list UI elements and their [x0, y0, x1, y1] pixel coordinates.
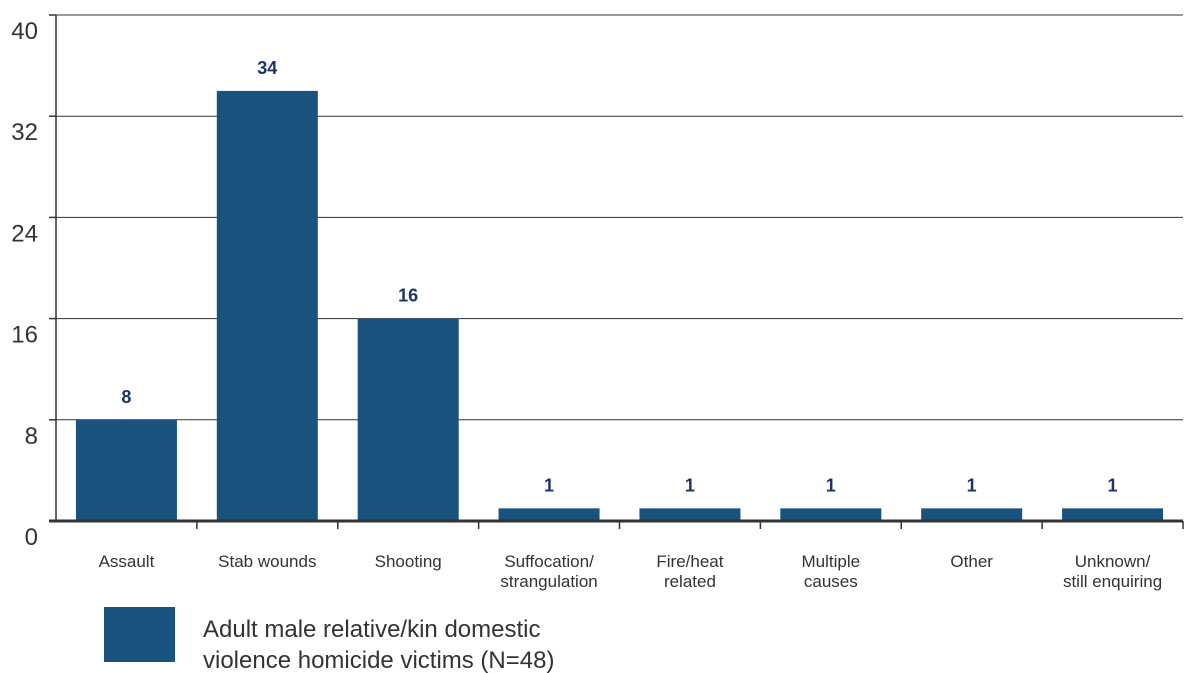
- data-label: 34: [257, 58, 277, 78]
- legend-label-line-2: violence homicide victims (N=48): [203, 647, 554, 673]
- data-labels: 8 34 16 1 1 1 1 1: [121, 58, 1117, 495]
- y-tick-label: 24: [11, 220, 38, 247]
- legend: Adult male relative/kin domestic violenc…: [104, 607, 554, 673]
- data-label: 16: [398, 286, 418, 306]
- x-tick-label: Fire/heat related: [656, 552, 723, 591]
- data-label: 1: [1108, 475, 1118, 495]
- x-tick-label: Other: [950, 552, 993, 571]
- legend-swatch: [104, 607, 175, 662]
- y-tick-label: 40: [11, 18, 38, 45]
- data-label: 1: [544, 475, 554, 495]
- x-tick-label: Stab wounds: [218, 552, 316, 571]
- y-tick-label: 8: [25, 423, 38, 450]
- legend-label: Adult male relative/kin domestic violenc…: [203, 616, 554, 673]
- data-label: 1: [826, 475, 836, 495]
- x-tick-label: Shooting: [375, 552, 442, 571]
- y-tick-label: 0: [25, 524, 38, 551]
- bar: [216, 90, 318, 522]
- bar: [780, 508, 882, 521]
- y-axis-tick-labels: 0 8 16 24 32 40: [11, 18, 38, 551]
- bar: [75, 419, 177, 521]
- bar: [921, 508, 1023, 521]
- x-axis-tick-labels: Assault Stab wounds Shooting Suffocation/st…: [99, 552, 1163, 591]
- data-label: 1: [685, 475, 695, 495]
- bar: [639, 508, 741, 521]
- bars: [75, 90, 1164, 522]
- y-tick-label: 16: [11, 322, 38, 349]
- bar: [1062, 508, 1164, 521]
- axes: [49, 14, 1184, 529]
- x-tick-label: Multiple causes: [802, 552, 861, 591]
- x-tick-label: Unknown/still enquiring: [1063, 552, 1162, 591]
- data-label: 1: [967, 475, 977, 495]
- x-tick-label: Assault: [99, 552, 155, 571]
- x-tick-label: Suffocation/strangulation: [500, 552, 597, 591]
- y-tick-label: 32: [11, 119, 38, 146]
- bar: [498, 508, 600, 521]
- data-label: 8: [121, 387, 131, 407]
- bar: [357, 318, 459, 521]
- legend-label-line-1: Adult male relative/kin domestic: [203, 616, 540, 643]
